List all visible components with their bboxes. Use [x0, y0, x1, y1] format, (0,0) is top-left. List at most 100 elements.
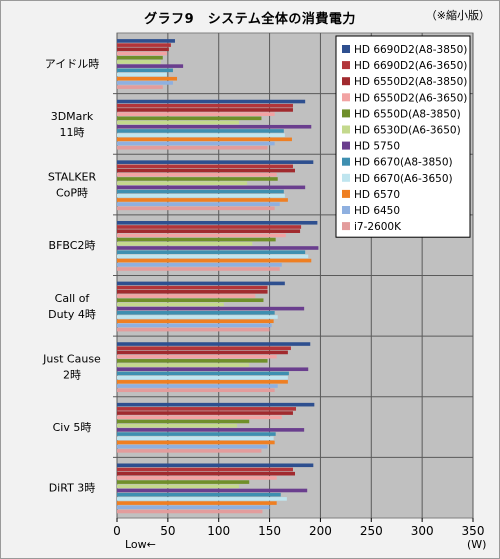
bar-hd-6550d-a8-3850-3 [117, 237, 276, 242]
bar-hd-6670-a8-3850-7 [117, 492, 281, 497]
bar-hd-6550d2-a8-3850-6 [117, 411, 293, 415]
bar-i7-2600k-7 [117, 509, 263, 514]
bar-hd-6550d2-a6-3650-6 [117, 415, 282, 420]
bar-hd-6550d-a8-3850-2 [117, 177, 278, 181]
bar-hd-5750-7 [117, 488, 308, 493]
x-tick-label-200: 200 [309, 524, 332, 538]
bar-hd-6550d2-a6-3650-4 [117, 294, 256, 298]
bar-hd-6570-7 [117, 501, 277, 505]
bar-hd-6530d-a6-3650-7 [117, 484, 240, 489]
bar-hd-6670-a6-3650-6 [117, 436, 274, 441]
legend-label-hd-6450: HD 6450 [354, 205, 400, 217]
bar-hd-6530d-a6-3650-3 [117, 241, 253, 246]
category-label-4: Call of Duty 4時 [48, 292, 96, 321]
bar-hd-6670-a6-3650-1 [117, 133, 285, 137]
bar-hd-6670-a6-3650-5 [117, 375, 288, 380]
bar-hd-6670-a6-3650-4 [117, 315, 278, 319]
bar-hd-6690d2-a6-3650-3 [117, 225, 302, 229]
bar-hd-6450-7 [117, 505, 270, 510]
bar-hd-6550d2-a8-3850-0 [117, 47, 169, 52]
legend-swatch-hd-6690d2-a6-3650 [342, 61, 350, 70]
bar-hd-6530d-a6-3650-5 [117, 363, 250, 367]
bar-hd-6550d2-a6-3650-7 [117, 476, 277, 480]
legend-swatch-i7-2600k [342, 222, 350, 231]
legend-label-hd-6690d2-a8-3850: HD 6690D2(A8-3850) [354, 44, 467, 56]
bar-hd-6670-a8-3850-6 [117, 432, 276, 436]
legend-swatch-hd-5750 [342, 141, 350, 150]
bar-hd-6690d2-a8-3850-3 [117, 220, 318, 225]
bar-hd-6690d2-a8-3850-5 [117, 342, 311, 346]
legend-swatch-hd-6570 [342, 189, 350, 198]
legend-label-hd-5750: HD 5750 [354, 141, 400, 153]
bar-i7-2600k-3 [117, 267, 280, 271]
bar-hd-6450-6 [117, 444, 268, 449]
category-label-2: STALKER CoP時 [48, 171, 97, 200]
bar-hd-6530d-a6-3650-1 [117, 120, 240, 125]
bar-hd-6690d2-a8-3850-0 [117, 39, 175, 43]
legend-swatch-hd-6550d-a8-3850 [342, 109, 350, 118]
bar-hd-6450-1 [117, 141, 275, 146]
legend-label-hd-6550d2-a6-3650: HD 6550D2(A6-3650) [354, 92, 467, 104]
bar-hd-6670-a6-3650-3 [117, 254, 309, 259]
bar-hd-6670-a6-3650-0 [117, 72, 167, 77]
bar-hd-6690d2-a6-3650-5 [117, 346, 291, 351]
bar-hd-6570-5 [117, 380, 288, 384]
legend-label-hd-6550d2-a8-3850: HD 6550D2(A8-3850) [354, 76, 467, 88]
bar-hd-5750-6 [117, 428, 305, 432]
bar-hd-6550d-a8-3850-6 [117, 419, 250, 424]
x-tick-label-150: 150 [258, 524, 281, 538]
legend-label-hd-6550d-a8-3850: HD 6550D(A8-3850) [354, 108, 461, 120]
bar-hd-6690d2-a6-3650-2 [117, 164, 293, 169]
legend [335, 35, 471, 238]
chart-title: グラフ9 システム全体の消費電力 [144, 12, 356, 27]
bar-hd-6690d2-a6-3650-4 [117, 285, 268, 290]
bar-hd-6690d2-a8-3850-1 [117, 99, 306, 104]
x-tick-label-0: 0 [113, 524, 121, 538]
bar-hd-6550d2-a6-3650-1 [117, 112, 275, 116]
bar-i7-2600k-1 [117, 145, 268, 150]
x-tick-label-250: 250 [360, 524, 383, 538]
bar-hd-6550d2-a6-3650-5 [117, 354, 277, 359]
legend-label-hd-6670-a8-3850: HD 6670(A8-3850) [354, 157, 453, 169]
bar-hd-6690d2-a8-3850-4 [117, 281, 285, 286]
bar-hd-6550d2-a6-3650-0 [117, 51, 167, 56]
legend-swatch-hd-6450 [342, 206, 350, 214]
bar-i7-2600k-5 [117, 388, 275, 393]
bar-hd-6670-a6-3650-2 [117, 193, 285, 198]
category-label-1: 3DMark 11時 [51, 110, 94, 139]
x-tick-label-100: 100 [207, 524, 230, 538]
bar-hd-6450-5 [117, 384, 278, 388]
bar-hd-5750-4 [117, 306, 305, 311]
bar-hd-6530d-a6-3650-6 [117, 423, 238, 428]
bar-hd-6450-0 [117, 81, 173, 85]
legend-label-hd-6690d2-a6-3650: HD 6690D2(A6-3650) [354, 60, 467, 72]
bar-hd-6570-6 [117, 440, 275, 445]
bar-i7-2600k-0 [117, 85, 163, 89]
legend-swatch-hd-6670-a6-3650 [342, 173, 350, 182]
bar-hd-5750-0 [117, 64, 184, 68]
bar-hd-6570-2 [117, 198, 288, 202]
legend-swatch-hd-6550d2-a8-3850 [342, 77, 350, 86]
bar-hd-6550d2-a8-3850-5 [117, 350, 288, 355]
bar-hd-6670-a8-3850-5 [117, 371, 289, 376]
bar-hd-6690d2-a8-3850-2 [117, 160, 314, 164]
bar-hd-6530d-a6-3650-4 [117, 302, 224, 307]
bar-hd-6690d2-a6-3650-0 [117, 43, 171, 47]
bar-hd-6690d2-a6-3650-1 [117, 103, 293, 108]
legend-label-hd-6530d-a6-3650: HD 6530D(A6-3650) [354, 125, 461, 137]
x-tick-label-300: 300 [411, 524, 434, 538]
legend-swatch-hd-6550d2-a6-3650 [342, 93, 350, 102]
bar-hd-6450-2 [117, 202, 280, 206]
bar-hd-6670-a8-3850-2 [117, 189, 284, 194]
bar-hd-6570-1 [117, 137, 292, 142]
bar-hd-6550d-a8-3850-1 [117, 116, 262, 121]
category-label-6: Civ 5時 [53, 421, 92, 434]
bar-hd-6550d2-a6-3650-3 [117, 233, 286, 238]
category-label-3: BFBC2時 [49, 239, 96, 252]
category-label-5: Just Cause 2時 [42, 352, 101, 381]
bar-hd-6670-a8-3850-3 [117, 250, 306, 254]
bar-hd-5750-1 [117, 124, 312, 129]
reduced-size-note: （※縮小版） [425, 9, 490, 22]
bar-hd-6690d2-a8-3850-7 [117, 463, 314, 468]
